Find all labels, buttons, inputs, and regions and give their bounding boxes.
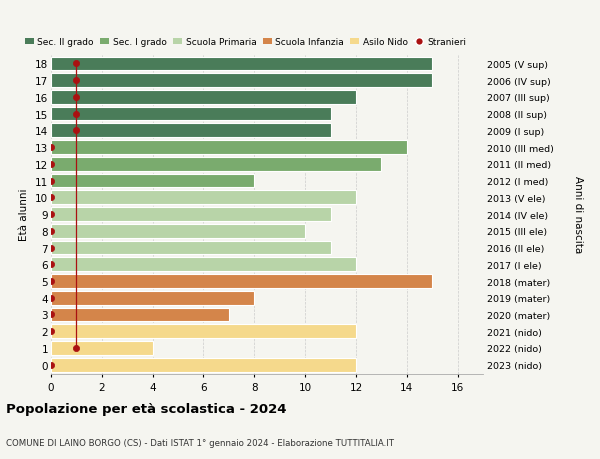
Text: COMUNE DI LAINO BORGO (CS) - Dati ISTAT 1° gennaio 2024 - Elaborazione TUTTITALI: COMUNE DI LAINO BORGO (CS) - Dati ISTAT … (6, 438, 394, 448)
Bar (51, 74, 432, 88)
Bar (51, 308, 229, 322)
Bar (51, 191, 356, 205)
Bar (51, 325, 356, 338)
Bar (51, 174, 254, 188)
Bar (51, 91, 356, 105)
Bar (51, 107, 331, 121)
Y-axis label: Anni di nascita: Anni di nascita (574, 176, 583, 253)
Bar (51, 124, 331, 138)
Bar (51, 291, 254, 305)
Bar (51, 341, 152, 355)
Bar (51, 358, 356, 372)
Bar (51, 241, 331, 255)
Legend: Sec. II grado, Sec. I grado, Scuola Primaria, Scuola Infanzia, Asilo Nido, Stran: Sec. II grado, Sec. I grado, Scuola Prim… (25, 39, 466, 47)
Bar (51, 274, 432, 288)
Bar (51, 157, 382, 171)
Y-axis label: Età alunni: Età alunni (19, 188, 29, 241)
Bar (51, 208, 331, 221)
Bar (51, 57, 432, 71)
Bar (51, 258, 356, 272)
Bar (51, 224, 305, 238)
Bar (51, 141, 407, 155)
Text: Popolazione per età scolastica - 2024: Popolazione per età scolastica - 2024 (6, 403, 287, 415)
